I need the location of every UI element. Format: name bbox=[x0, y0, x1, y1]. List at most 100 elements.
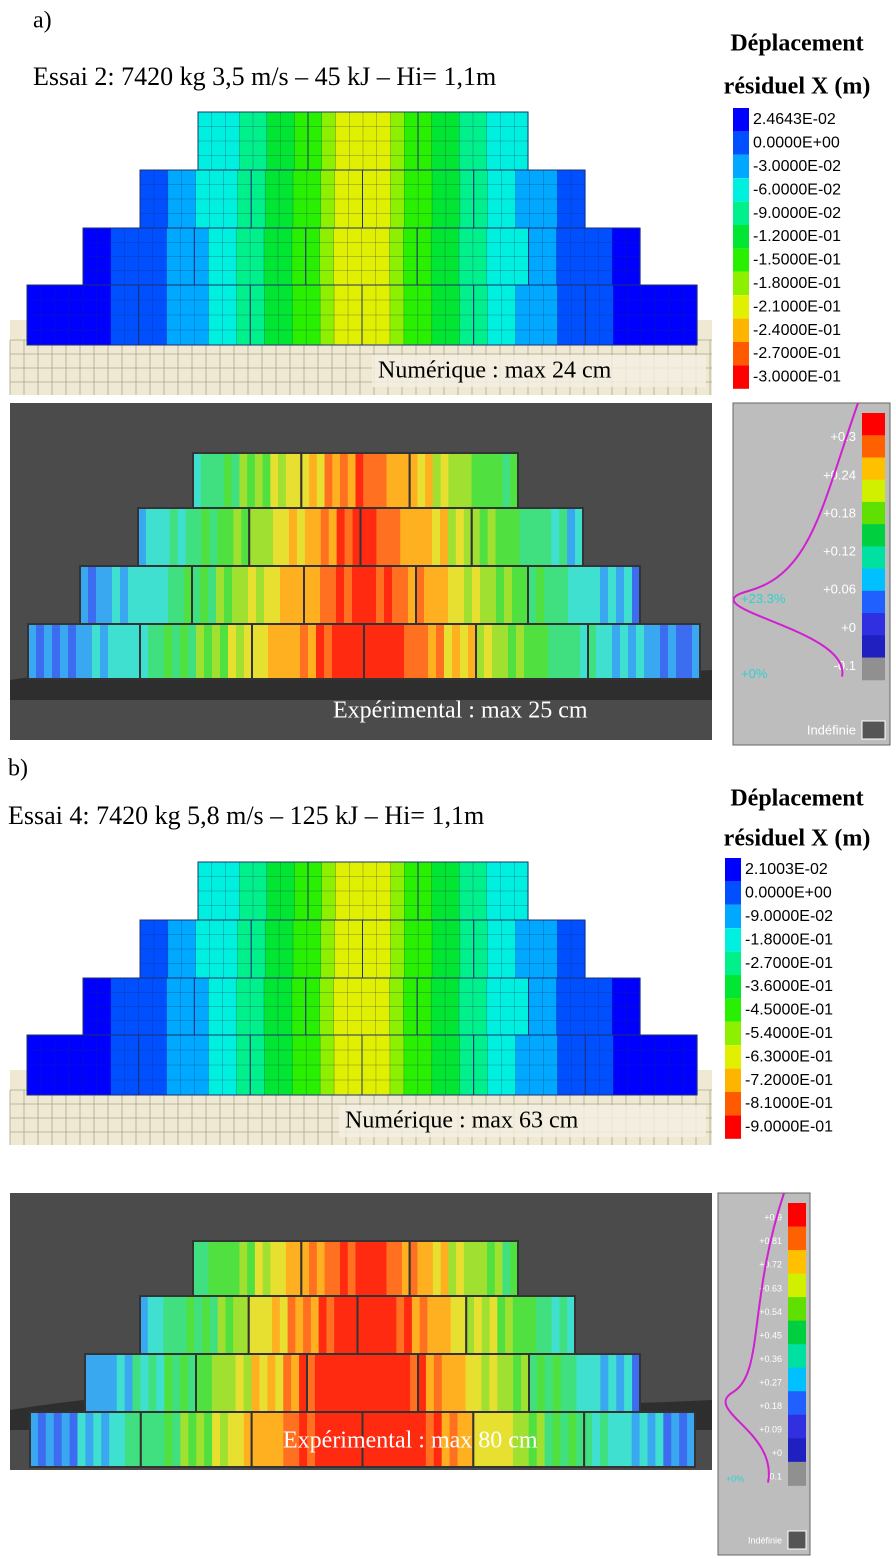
block-cell bbox=[132, 1354, 142, 1412]
legend-title: Déplacement bbox=[730, 31, 863, 57]
block-cell bbox=[444, 624, 453, 679]
numerical-image: Numérique : max 63 cm bbox=[9, 861, 712, 1145]
scale-label: +0.45 bbox=[759, 1330, 782, 1340]
block-cell bbox=[412, 624, 421, 679]
block-cell bbox=[504, 566, 513, 624]
block-cell bbox=[528, 1296, 537, 1354]
block-cell bbox=[44, 624, 53, 679]
block-cell bbox=[373, 1296, 382, 1354]
legend-swatch bbox=[725, 1045, 741, 1069]
block-cell bbox=[432, 453, 442, 508]
block-cell bbox=[349, 1296, 359, 1354]
block-cell bbox=[432, 566, 441, 624]
legend-swatch bbox=[725, 881, 741, 905]
block-cell bbox=[548, 624, 557, 679]
block-cell bbox=[320, 508, 330, 566]
block-cell bbox=[30, 1412, 39, 1467]
block-cell bbox=[572, 624, 581, 679]
block-cell bbox=[247, 453, 256, 508]
block-cell bbox=[520, 1296, 529, 1354]
block-cell bbox=[418, 1354, 427, 1412]
experimental-caption: Expérimental : max 80 cm bbox=[283, 1428, 538, 1454]
legend-swatch bbox=[733, 318, 749, 342]
block-cell bbox=[164, 624, 173, 679]
block-cell bbox=[233, 1296, 242, 1354]
block-cell bbox=[256, 1296, 265, 1354]
block-cell bbox=[356, 624, 365, 679]
block-cell bbox=[196, 624, 205, 679]
block-cell bbox=[425, 1241, 434, 1296]
block-cell bbox=[560, 566, 569, 624]
block-cell bbox=[28, 624, 37, 679]
block-cell bbox=[152, 566, 161, 624]
block-cell bbox=[592, 566, 601, 624]
block-cell bbox=[463, 453, 473, 508]
block-cell bbox=[384, 566, 393, 624]
block-cell bbox=[316, 624, 325, 679]
legend-label: -5.4000E-01 bbox=[745, 1025, 833, 1042]
block-cell bbox=[156, 1354, 165, 1412]
block-cell bbox=[283, 1354, 292, 1412]
block-cell bbox=[568, 1354, 578, 1412]
block-cell bbox=[544, 1354, 554, 1412]
block-cell bbox=[378, 1354, 387, 1412]
block-cell bbox=[140, 1296, 149, 1354]
block-cell bbox=[233, 508, 242, 566]
block-cell bbox=[155, 1296, 164, 1354]
block-cell bbox=[93, 1412, 102, 1467]
block-cell bbox=[692, 624, 701, 679]
block-cell bbox=[616, 1354, 625, 1412]
block-cell bbox=[370, 453, 380, 508]
block-cell bbox=[484, 624, 493, 679]
block-cell bbox=[100, 624, 109, 679]
block-cell bbox=[663, 1412, 672, 1467]
block-cell bbox=[516, 624, 525, 679]
block-cell bbox=[185, 508, 195, 566]
block-cell bbox=[275, 1354, 284, 1412]
block-cell bbox=[584, 1412, 593, 1467]
block-cell bbox=[440, 453, 449, 508]
block-cell bbox=[296, 566, 305, 624]
block-cell bbox=[347, 453, 357, 508]
legend-label: -1.5000E-01 bbox=[753, 252, 841, 269]
block-cell bbox=[402, 1354, 411, 1412]
block-cell bbox=[85, 1412, 94, 1467]
scale-label: +0.63 bbox=[759, 1283, 782, 1293]
block-cell bbox=[433, 1412, 443, 1467]
scale-label: +0.18 bbox=[823, 505, 856, 520]
scale-label: +0.3 bbox=[830, 429, 856, 444]
block-cell bbox=[600, 566, 609, 624]
block-cell bbox=[615, 1412, 625, 1467]
block-cell bbox=[409, 453, 419, 508]
block-cell bbox=[256, 566, 265, 624]
block-cell bbox=[77, 1412, 87, 1467]
block-cell bbox=[138, 508, 147, 566]
block-cell bbox=[380, 1296, 390, 1354]
block-cell bbox=[228, 624, 237, 679]
block-cell bbox=[227, 1412, 237, 1467]
block-cell bbox=[212, 1412, 221, 1467]
block-cell bbox=[404, 1296, 413, 1354]
scale-color bbox=[788, 1344, 806, 1369]
block-cell bbox=[370, 1412, 379, 1467]
block-cell bbox=[322, 1354, 332, 1412]
scale-color bbox=[862, 657, 885, 681]
block-cell bbox=[163, 1296, 172, 1354]
block-cell bbox=[278, 1241, 287, 1296]
scale-color bbox=[862, 635, 885, 659]
scale-color bbox=[788, 1391, 806, 1416]
block-cell bbox=[251, 1354, 261, 1412]
scale-color bbox=[788, 1250, 806, 1275]
block-outline bbox=[587, 623, 701, 680]
block-cell bbox=[354, 1354, 364, 1412]
panel-label: b) bbox=[8, 756, 28, 782]
block-cell bbox=[309, 453, 318, 508]
panel-title: Essai 2: 7420 kg 3,5 m/s – 45 kJ – Hi= 1… bbox=[33, 62, 496, 91]
scale-color bbox=[862, 524, 885, 547]
block-cell bbox=[104, 566, 113, 624]
block-cell bbox=[362, 1412, 372, 1467]
legend-swatch bbox=[725, 975, 741, 999]
block-cell bbox=[502, 453, 511, 508]
legend-label: 2.4643E-02 bbox=[753, 111, 836, 128]
block-cell bbox=[360, 566, 369, 624]
